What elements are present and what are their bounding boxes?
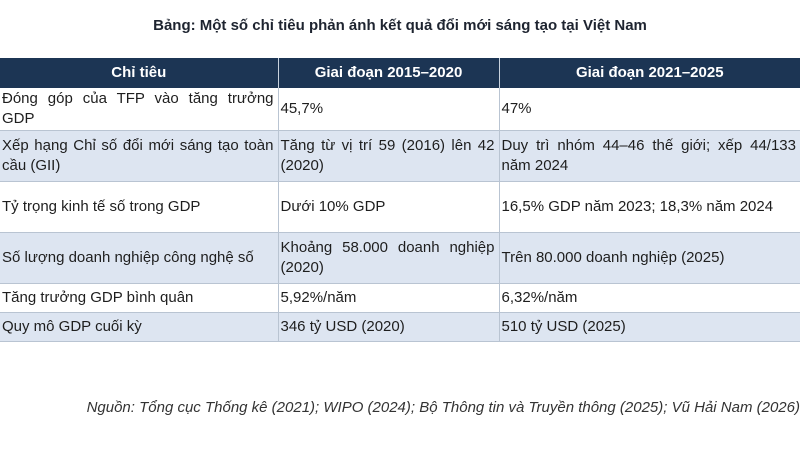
cell-2021-2025: 510 tỷ USD (2025) xyxy=(499,312,800,342)
cell-indicator: Tỷ trọng kinh tế số trong GDP xyxy=(0,181,279,233)
table-row: Xếp hạng Chỉ số đổi mới sáng tạo toàn cầ… xyxy=(0,130,800,182)
cell-2021-2025: 47% xyxy=(499,88,800,131)
table-row: Tăng trưởng GDP bình quân 5,92%/năm 6,32… xyxy=(0,283,800,313)
indicators-table: Chỉ tiêu Giai đoạn 2015–2020 Giai đoạn 2… xyxy=(0,58,800,342)
header-indicator: Chỉ tiêu xyxy=(0,58,279,88)
cell-2021-2025: Trên 80.000 doanh nghiệp (2025) xyxy=(499,232,800,284)
table-row: Quy mô GDP cuối kỳ 346 tỷ USD (2020) 510… xyxy=(0,312,800,342)
source-note: Nguồn: Tổng cục Thống kê (2021); WIPO (2… xyxy=(86,399,800,416)
cell-2015-2020: 5,92%/năm xyxy=(278,283,500,313)
table-header-row: Chỉ tiêu Giai đoạn 2015–2020 Giai đoạn 2… xyxy=(0,58,800,88)
table-title: Bảng: Một số chỉ tiêu phản ánh kết quả đ… xyxy=(153,17,647,34)
cell-indicator: Số lượng doanh nghiệp công nghệ số xyxy=(0,232,279,284)
cell-2015-2020: Dưới 10% GDP xyxy=(278,181,500,233)
header-period-2015-2020: Giai đoạn 2015–2020 xyxy=(278,58,500,88)
cell-indicator: Xếp hạng Chỉ số đổi mới sáng tạo toàn cầ… xyxy=(0,130,279,182)
cell-2015-2020: Tăng từ vị trí 59 (2016) lên 42 (2020) xyxy=(278,130,500,182)
cell-2015-2020: 45,7% xyxy=(278,88,500,131)
cell-2021-2025: 6,32%/năm xyxy=(499,283,800,313)
header-period-2021-2025: Giai đoạn 2021–2025 xyxy=(499,58,800,88)
cell-2021-2025: 16,5% GDP năm 2023; 18,3% năm 2024 xyxy=(499,181,800,233)
cell-indicator: Đóng góp của TFP vào tăng trưởng GDP xyxy=(0,88,279,131)
cell-2015-2020: Khoảng 58.000 doanh nghiệp (2020) xyxy=(278,232,500,284)
cell-2021-2025: Duy trì nhóm 44–46 thế giới; xếp 44/133 … xyxy=(499,130,800,182)
cell-2015-2020: 346 tỷ USD (2020) xyxy=(278,312,500,342)
table-row: Số lượng doanh nghiệp công nghệ số Khoản… xyxy=(0,232,800,284)
table-row: Tỷ trọng kinh tế số trong GDP Dưới 10% G… xyxy=(0,181,800,233)
table-row: Đóng góp của TFP vào tăng trưởng GDP 45,… xyxy=(0,88,800,131)
cell-indicator: Tăng trưởng GDP bình quân xyxy=(0,283,279,313)
cell-indicator: Quy mô GDP cuối kỳ xyxy=(0,312,279,342)
